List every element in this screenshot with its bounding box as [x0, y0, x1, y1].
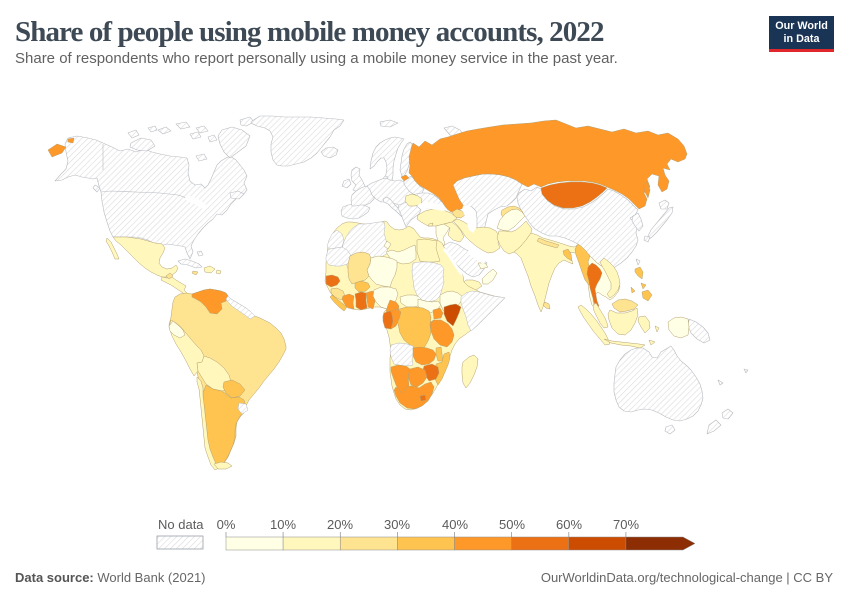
svg-text:0%: 0%	[217, 517, 236, 532]
svg-text:50%: 50%	[499, 517, 525, 532]
svg-text:30%: 30%	[384, 517, 410, 532]
svg-text:No data: No data	[158, 517, 204, 532]
svg-text:70%: 70%	[613, 517, 639, 532]
svg-text:20%: 20%	[327, 517, 353, 532]
svg-text:60%: 60%	[556, 517, 582, 532]
svg-text:10%: 10%	[270, 517, 296, 532]
svg-text:40%: 40%	[442, 517, 468, 532]
